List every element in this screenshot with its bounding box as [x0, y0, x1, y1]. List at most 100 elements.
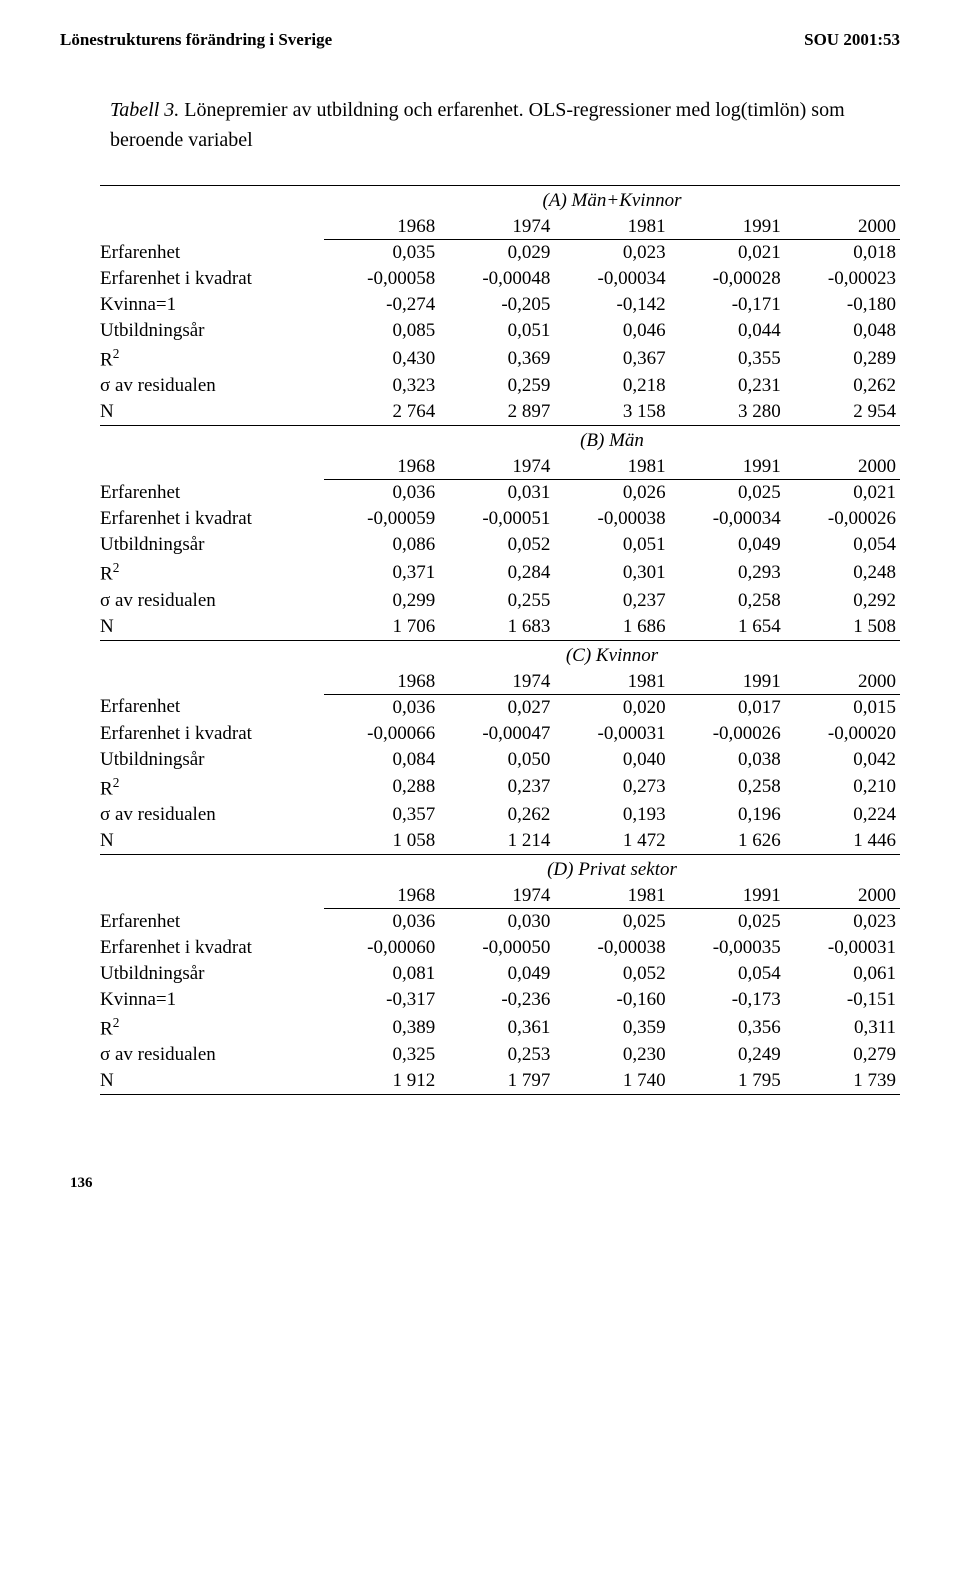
table-cell: 0,020 — [554, 694, 669, 721]
table-cell: -0,00051 — [439, 506, 554, 532]
table-cell: 3 280 — [670, 399, 785, 426]
row-label: Erfarenhet — [100, 240, 324, 267]
table-cell: 0,273 — [554, 773, 669, 802]
year-header: 2000 — [785, 883, 900, 909]
row-label: Utbildningsår — [100, 961, 324, 987]
table-cell: 0,253 — [439, 1042, 554, 1068]
table-cell: 1 797 — [439, 1068, 554, 1095]
table-cell: -0,00038 — [554, 935, 669, 961]
table-cell: -0,00066 — [324, 721, 439, 747]
table-cell: 3 158 — [554, 399, 669, 426]
table-cell: 0,359 — [554, 1013, 669, 1042]
table-number: Tabell 3. — [110, 99, 179, 121]
table-cell: 0,262 — [785, 373, 900, 399]
table-cell: 0,051 — [554, 532, 669, 558]
table-cell: -0,00026 — [785, 506, 900, 532]
table-cell: 0,361 — [439, 1013, 554, 1042]
table-cell: -0,274 — [324, 292, 439, 318]
table-caption: Tabell 3. Lönepremier av utbildning och … — [60, 95, 900, 155]
table-cell: 0,025 — [670, 480, 785, 507]
row-label: σ av residualen — [100, 373, 324, 399]
header-left: Lönestrukturens förändring i Sverige — [60, 30, 332, 50]
table-cell: 0,311 — [785, 1013, 900, 1042]
table-cell: 1 654 — [670, 614, 785, 641]
page-header: Lönestrukturens förändring i Sverige SOU… — [60, 30, 900, 50]
row-label: σ av residualen — [100, 588, 324, 614]
table-cell: 0,038 — [670, 747, 785, 773]
table-cell: 0,029 — [439, 240, 554, 267]
year-header: 1968 — [324, 454, 439, 480]
row-label: σ av residualen — [100, 1042, 324, 1068]
table-cell: 1 214 — [439, 828, 554, 855]
table-cell: -0,236 — [439, 987, 554, 1013]
table-cell: 0,042 — [785, 747, 900, 773]
table-cell: 2 954 — [785, 399, 900, 426]
table-cell: 0,231 — [670, 373, 785, 399]
table-cell: 1 740 — [554, 1068, 669, 1095]
panel-title: (C) Kvinnor — [324, 640, 900, 669]
table-cell: -0,151 — [785, 987, 900, 1013]
table-cell: -0,173 — [670, 987, 785, 1013]
table-cell: 0,288 — [324, 773, 439, 802]
table-cell: 0,025 — [554, 908, 669, 935]
row-label: Kvinna=1 — [100, 987, 324, 1013]
table-cell: -0,00050 — [439, 935, 554, 961]
table-cell: 0,049 — [439, 961, 554, 987]
table-cell: 0,196 — [670, 802, 785, 828]
row-label: Utbildningsår — [100, 747, 324, 773]
row-label: N — [100, 1068, 324, 1095]
regression-table: (A) Män+Kvinnor19681974198119912000Erfar… — [100, 185, 900, 1095]
year-header: 1991 — [670, 883, 785, 909]
row-label: N — [100, 399, 324, 426]
table-cell: -0,00020 — [785, 721, 900, 747]
row-label: Utbildningsår — [100, 318, 324, 344]
table-cell: -0,00048 — [439, 266, 554, 292]
year-header: 1968 — [324, 214, 439, 240]
row-label: Erfarenhet i kvadrat — [100, 266, 324, 292]
table-cell: 0,255 — [439, 588, 554, 614]
table-cell: 0,293 — [670, 558, 785, 587]
table-cell: 0,036 — [324, 694, 439, 721]
table-cell: 0,027 — [439, 694, 554, 721]
row-label: Erfarenhet — [100, 908, 324, 935]
row-label: Erfarenhet i kvadrat — [100, 721, 324, 747]
panel-title: (D) Privat sektor — [324, 854, 900, 883]
table-cell: 1 446 — [785, 828, 900, 855]
table-cell: -0,00060 — [324, 935, 439, 961]
table-cell: -0,00028 — [670, 266, 785, 292]
row-label: Utbildningsår — [100, 532, 324, 558]
year-header: 2000 — [785, 669, 900, 695]
row-label: Kvinna=1 — [100, 292, 324, 318]
row-label: σ av residualen — [100, 802, 324, 828]
table-cell: 0,193 — [554, 802, 669, 828]
row-label: R2 — [100, 558, 324, 587]
table-cell: 1 508 — [785, 614, 900, 641]
table-cell: 0,061 — [785, 961, 900, 987]
table-cell: -0,180 — [785, 292, 900, 318]
table-cell: 1 472 — [554, 828, 669, 855]
table-cell: 0,249 — [670, 1042, 785, 1068]
table-cell: 0,369 — [439, 344, 554, 373]
table-cell: -0,00034 — [554, 266, 669, 292]
year-header: 1974 — [439, 883, 554, 909]
table-cell: 0,292 — [785, 588, 900, 614]
table-cell: 1 739 — [785, 1068, 900, 1095]
row-label: N — [100, 828, 324, 855]
table-cell: 0,323 — [324, 373, 439, 399]
table-cell: 0,030 — [439, 908, 554, 935]
row-label: Erfarenhet — [100, 694, 324, 721]
table-cell: 0,367 — [554, 344, 669, 373]
table-cell: 0,085 — [324, 318, 439, 344]
table-cell: 0,084 — [324, 747, 439, 773]
table-cell: 0,021 — [785, 480, 900, 507]
table-cell: 0,081 — [324, 961, 439, 987]
table-cell: 0,259 — [439, 373, 554, 399]
table-cell: -0,205 — [439, 292, 554, 318]
table-cell: -0,00034 — [670, 506, 785, 532]
panel-title: (B) Män — [324, 426, 900, 455]
year-header: 1981 — [554, 669, 669, 695]
table-cell: -0,160 — [554, 987, 669, 1013]
table-cell: 0,025 — [670, 908, 785, 935]
table-cell: 0,262 — [439, 802, 554, 828]
table-cell: 1 795 — [670, 1068, 785, 1095]
